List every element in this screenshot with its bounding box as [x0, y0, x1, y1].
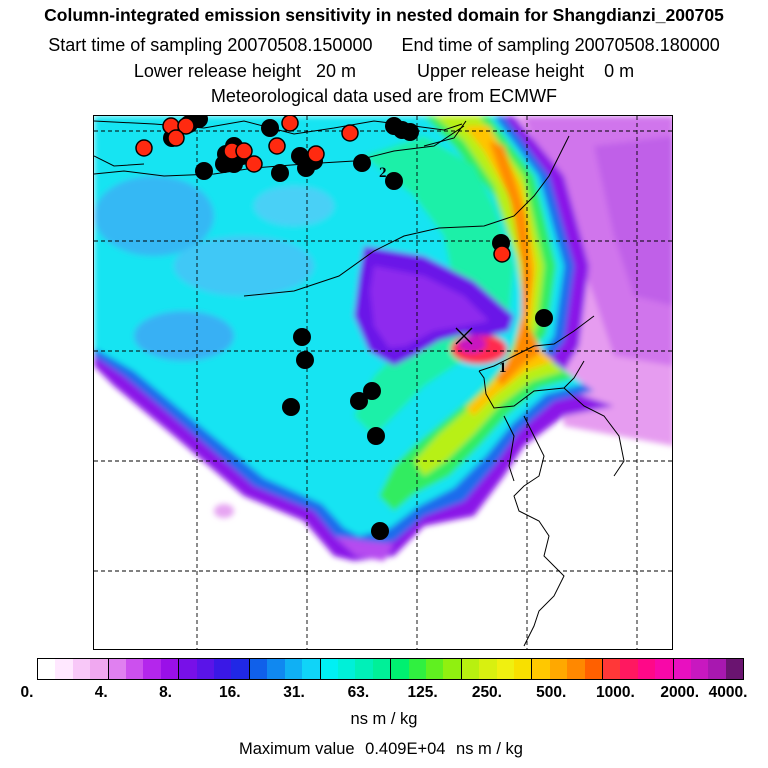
- upper-release-label: Upper release height: [417, 61, 585, 81]
- colorbar-segment: [267, 659, 285, 679]
- start-time-label: Start time of sampling: [48, 35, 223, 55]
- maximum-value: 0.409E+04: [365, 740, 446, 758]
- start-time: Start time of sampling 20070508.150000: [48, 34, 372, 56]
- colorbar-segment: [531, 659, 550, 679]
- release-site-marker: [455, 327, 473, 345]
- coastlines: [94, 120, 625, 647]
- map-panel: 2 1: [93, 115, 673, 650]
- colorbar-segment: [691, 659, 709, 679]
- colorbar-segment: [620, 659, 638, 679]
- plot-title: Column-integrated emission sensitivity i…: [44, 5, 724, 25]
- colorbar-segment: [567, 659, 585, 679]
- colorbar-segment: [496, 659, 514, 679]
- colorbar-segment: [126, 659, 144, 679]
- lower-release-label: Lower release height: [133, 61, 301, 81]
- colorbar-segment: [655, 659, 673, 679]
- colorbar-segment: [160, 659, 179, 679]
- colorbar-segment: [479, 659, 497, 679]
- colorbar-segment: [513, 659, 532, 679]
- colorbar-segment: [38, 659, 56, 679]
- colorbar-tick-label: 0.: [20, 684, 34, 701]
- colorbar-segment: [178, 659, 197, 679]
- colorbar-segment: [72, 659, 91, 679]
- end-time-label: End time of sampling: [401, 35, 570, 55]
- colorbar-tick-label: 31.: [283, 684, 305, 701]
- colorbar: [37, 658, 744, 680]
- colorbar-tick-label: 2000.: [660, 684, 700, 701]
- colorbar-tick-label: 250.: [471, 684, 502, 701]
- map-marker-2: 2: [379, 165, 387, 181]
- red-points: [135, 116, 511, 263]
- colorbar-segment: [425, 659, 444, 679]
- colorbar-tick-label: 8.: [159, 684, 172, 701]
- colorbar-tick-label: 4.: [94, 684, 108, 701]
- colorbar-segment: [90, 659, 108, 679]
- colorbar-segment: [337, 659, 356, 679]
- colorbar-segment: [319, 659, 338, 679]
- colorbar-tick-labels: 0. 4. 8. 16. 31. 63. 125. 250. 500. 1000. 2000. 400…: [0, 684, 768, 704]
- start-time-value: 20070508.150000: [227, 35, 373, 55]
- colorbar-segment: [460, 659, 480, 679]
- colorbar-segment: [107, 659, 127, 679]
- colorbar-segment: [372, 659, 391, 679]
- end-time: End time of sampling 20070508.180000: [402, 34, 720, 56]
- colorbar-segment: [708, 659, 726, 679]
- colorbar-segment: [302, 659, 320, 679]
- graticule: [94, 116, 672, 649]
- maximum-value-line: Maximum value 0.409E+04 ns m / kg: [0, 740, 768, 759]
- map-marker-1: 1: [499, 360, 507, 376]
- colorbar-segment: [602, 659, 621, 679]
- colorbar-tick-label: 4000.: [708, 684, 748, 701]
- colorbar-segment: [408, 659, 426, 679]
- maximum-value-units: ns m / kg: [456, 740, 523, 758]
- colorbar-segment: [214, 659, 232, 679]
- colorbar-segment: [231, 659, 249, 679]
- colorbar-segment: [355, 659, 373, 679]
- colorbar-segment: [284, 659, 303, 679]
- colorbar-segment: [584, 659, 602, 679]
- colorbar-segment: [248, 659, 268, 679]
- release-heights: Lower release height 20 m Upper release …: [0, 60, 768, 82]
- sampling-times: Start time of sampling 20070508.150000 E…: [0, 34, 768, 56]
- colorbar-segment: [637, 659, 656, 679]
- lower-release: Lower release height 20 m: [134, 60, 356, 82]
- met-data-note: Meteorological data used are from ECMWF: [210, 86, 558, 106]
- upper-release: Upper release height 0 m: [417, 60, 634, 82]
- colorbar-tick-label: 1000.: [596, 684, 635, 701]
- colorbar-segment: [390, 659, 409, 679]
- lower-release-value: 20 m: [315, 61, 356, 81]
- upper-release-value: 0 m: [604, 61, 635, 81]
- colorbar-units: ns m / kg: [350, 710, 418, 728]
- sensitivity-map: 2 1: [94, 116, 672, 649]
- colorbar-segment: [672, 659, 692, 679]
- colorbar-segment: [443, 659, 461, 679]
- colorbar-tick-label: 125.: [407, 684, 438, 701]
- end-time-value: 20070508.180000: [574, 35, 720, 55]
- colorbar-segment: [549, 659, 568, 679]
- colorbar-segment: [196, 659, 215, 679]
- maximum-value-label: Maximum value: [239, 740, 355, 758]
- colorbar-tick-label: 63.: [347, 684, 370, 701]
- colorbar-tick-label: 500.: [536, 684, 567, 701]
- colorbar-segment: [725, 659, 744, 679]
- colorbar-tick-label: 16.: [219, 684, 241, 701]
- colorbar-segment: [143, 659, 161, 679]
- colorbar-segment: [55, 659, 73, 679]
- sensitivity-field: [94, 116, 672, 561]
